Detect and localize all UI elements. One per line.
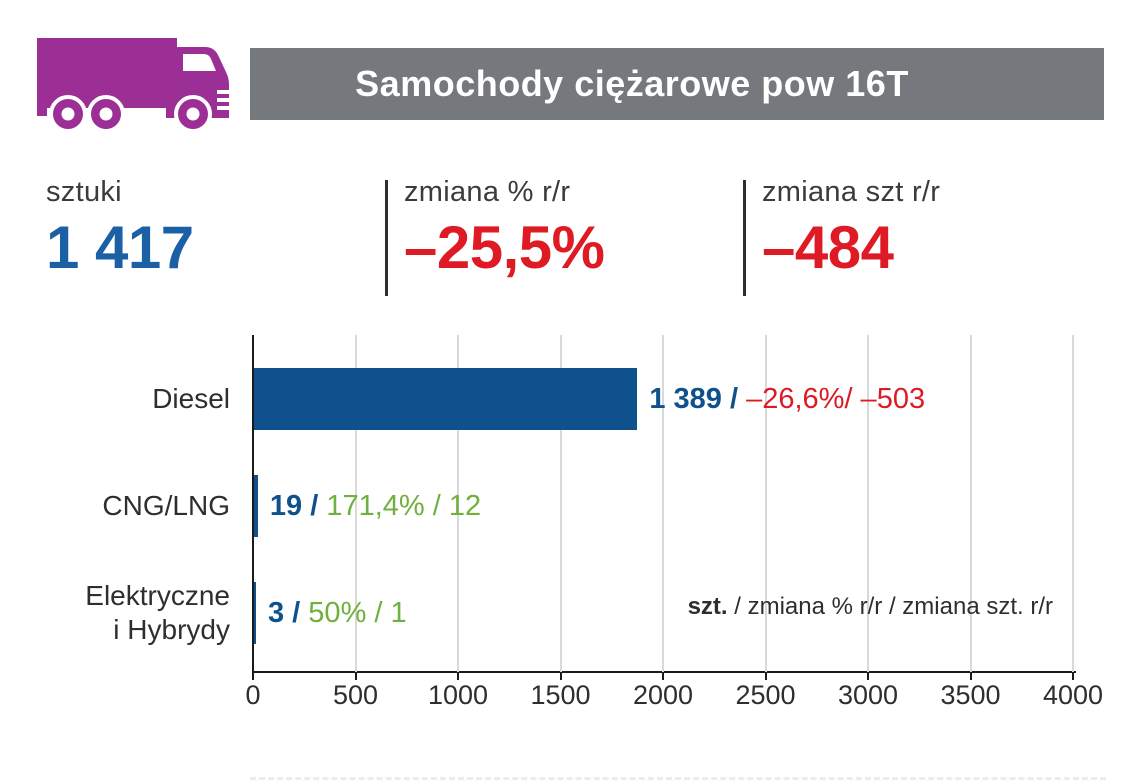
axis-tick-label: 4000 [1042,680,1104,710]
bar-diesel [254,368,638,430]
axis-tick-label: 1500 [530,680,591,710]
axis-tick-label: 3000 [837,680,899,710]
axis-tick-label: 0 [245,680,261,710]
stat-divider [385,180,388,296]
legend-bold-text: szt. [687,593,728,620]
gridline [764,335,767,672]
axis-tick [1072,673,1074,680]
y-axis-line [252,335,254,674]
bar-elektryczne [254,582,256,644]
axis-tick [354,673,357,680]
axis-tick [662,673,664,680]
bar-change-label-cng: 171,4% / 12 [318,490,482,522]
bar-label-cng: 19 / 171,4% / 12 [270,489,481,523]
bar-cng [254,475,258,537]
stat-pct-change-label: zmiana % r/r [404,176,571,208]
axis-tick [559,673,562,680]
gridline [867,335,869,672]
axis-tick-label: 2000 [632,680,694,710]
legend-text: / zmiana % r/r / zmiana szt. r/r [727,593,1053,620]
stat-abs-change-label: zmiana szt r/r [762,176,941,208]
page-title: Samochody ciężarowe pow 16T [355,63,909,104]
x-axis-line [252,671,1076,673]
bar-change-label-elektryczne: 50% / 1 [300,597,407,629]
stat-pct-change: zmiana % r/r –25,5% [404,176,605,282]
axis-tick [867,673,869,680]
gridline [662,335,664,672]
axis-tick [252,673,254,680]
gridline [969,335,972,672]
truck-icon [37,38,229,133]
axis-tick [969,673,972,680]
axis-tick-label: 3500 [940,680,1001,710]
bar-change-label-diesel: –26,6%/ –503 [738,383,926,415]
axis-tick-label: 1000 [427,680,489,710]
title-banner: Samochody ciężarowe pow 16T [250,48,1104,120]
gridline [354,335,357,672]
stat-units-label: sztuki [46,176,122,208]
axis-tick-label: 500 [332,680,379,710]
bar-label-diesel: 1 389 / –26,6%/ –503 [649,382,925,416]
stat-units-value: 1 417 [46,214,194,281]
chart-legend: szt. / zmiana % r/r / zmiana szt. r/r [688,593,1053,621]
cropped-bottom-artifact [250,777,1106,780]
category-label-diesel: Diesel [152,383,230,414]
category-label-cng: CNG/LNG [102,490,230,521]
bar-label-elektryczne: 3 / 50% / 1 [268,596,407,630]
gridline [457,335,459,672]
bar-value-label-diesel: 1 389 / [649,383,739,415]
stat-pct-change-value: –25,5% [404,214,605,281]
axis-tick [764,673,767,680]
stat-divider [743,180,746,296]
gridline [559,335,562,672]
bar-value-label-elektryczne: 3 / [268,597,301,629]
axis-tick [457,673,459,680]
bar-value-label-cng: 19 / [269,490,319,522]
stat-units: sztuki 1 417 [46,176,194,282]
stat-abs-change-value: –484 [762,214,894,281]
axis-tick-label: 2500 [735,680,796,710]
bar-chart-plot-area: 0 500 1000 1500 2000 2500 3000 3500 4000 [245,335,1103,710]
gridline [1072,335,1074,672]
stat-abs-change: zmiana szt r/r –484 [762,176,940,282]
category-label-elektryczne: Elektryczne i Hybrydy [85,580,230,645]
